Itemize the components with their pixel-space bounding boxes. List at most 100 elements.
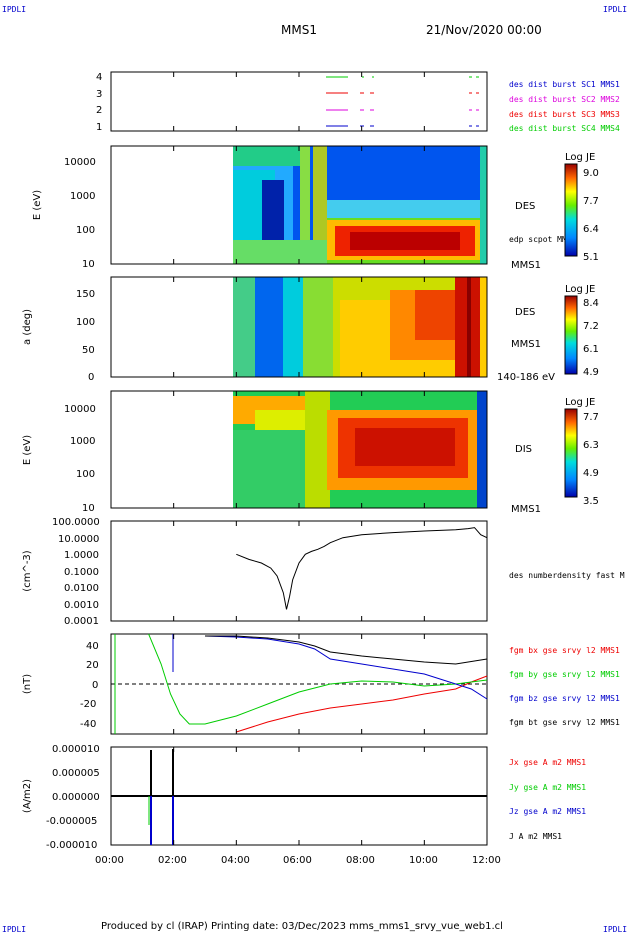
ylabel: (A/m2) [22,779,33,813]
cb-tick-d: 5.1 [583,252,599,263]
ytick-10: 10 [82,503,95,514]
colorbar-title: Log JE [565,152,595,163]
ytick-0: 0 [92,680,98,691]
colorbar [564,408,578,498]
cb-tick-c: 6.4 [583,224,599,235]
legend-density: des numberdensity fast M [509,571,625,580]
colorbar-title: Log JE [565,284,595,295]
xtick-0400: 04:00 [221,855,250,866]
legend-sc2: des dist burst SC2 MMS2 [509,95,620,104]
ytick-0: 0 [88,372,94,383]
ytick-a: 0.000010 [52,744,100,755]
ytick-e: -0.000010 [46,840,97,851]
cb-tick-d: 3.5 [583,496,599,507]
ytick-0.1: 0.1000 [64,567,99,578]
legend-sc1: des dist burst SC1 MMS1 [509,80,620,89]
legend-jx: Jx gse A m2 MMS1 [509,758,586,767]
ytick-m20: -20 [80,699,96,710]
ytick-50: 50 [82,345,95,356]
ytick-0.0001: 0.0001 [64,616,99,627]
cb-tick-c: 4.9 [583,468,599,479]
right-label-energy: 140-186 eV [497,372,555,383]
ylabel: a (deg) [22,309,33,345]
density-line [236,527,488,610]
footer-corner-right: IPDLI [603,925,627,934]
legend-bx: fgm bx gse srvy l2 MMS1 [509,646,620,655]
corner-label-left: IPDLI [2,5,26,14]
ytick-40: 40 [86,641,99,652]
ytick-1: 1 [96,122,102,133]
ylabel: (nT) [22,674,33,694]
date-title: 21/Nov/2020 00:00 [426,23,542,37]
ytick-c: 0.000000 [52,792,100,803]
cb-tick-b: 7.7 [583,196,599,207]
cb-tick-a: 9.0 [583,168,599,179]
footer-credit: Produced by cl (IRAP) Printing date: 03/… [101,921,503,932]
ytick-100: 100.0000 [52,517,100,528]
ytick-10000: 10000 [64,157,96,168]
des-pitch-spectrogram [233,277,487,377]
footer-corner-left: IPDLI [2,925,26,934]
panel-des-energy: E (eV) 10000 1000 100 10 DES edp scpot M… [32,145,599,271]
right-label-mms1: MMS1 [511,339,541,350]
ytick-100: 100 [76,225,95,236]
xtick-1000: 10:00 [409,855,438,866]
ytick-0.001: 0.0010 [64,600,99,611]
corner-label-right: IPDLI [603,5,627,14]
ytick-100: 100 [76,317,95,328]
cb-tick-a: 7.7 [583,412,599,423]
cb-tick-b: 6.3 [583,440,599,451]
panel-availability: 4 3 2 1 des dist burst SC1 MMS1 des dist… [96,71,620,133]
panel-density: (cm^-3) 100.0000 10.0000 1.0000 0.1000 0… [22,517,625,627]
right-label-mms1: MMS1 [511,504,541,515]
panel-fgm: (nT) 40 20 0 -20 -40 fgm bx gse srvy l2 … [22,633,620,735]
right-label-des: DES [515,201,535,212]
right-label-scpot: edp scpot MMS1 [509,235,577,244]
ytick-2: 2 [96,105,102,116]
fgm-bt-line [205,635,488,665]
right-label-dis: DIS [515,444,532,455]
ylabel: (cm^-3) [22,550,33,591]
panel-current: (A/m2) 0.000010 0.000005 0.000000 -0.000… [22,744,586,851]
ytick-150: 150 [76,289,95,300]
legend-bz: fgm bz gse srvy l2 MMS1 [509,694,620,703]
xtick-0000: 00:00 [95,855,124,866]
right-label-mms1: MMS1 [511,260,541,271]
legend-jz: Jz gse A m2 MMS1 [509,807,586,816]
colorbar [564,295,578,375]
legend-j: J A m2 MMS1 [509,832,562,841]
xtick-0600: 06:00 [283,855,312,866]
panel-dis-energy: E (eV) 10000 1000 100 10 DIS MMS1 Log JE… [22,390,599,515]
des-energy-spectrogram [233,146,487,264]
legend-by: fgm by gse srvy l2 MMS1 [509,670,620,679]
colorbar [564,163,578,257]
ytick-10: 10.0000 [58,534,99,545]
fgm-bz-line [204,635,488,700]
right-label-des: DES [515,307,535,318]
ytick-4: 4 [96,72,102,83]
ytick-10: 10 [82,259,95,270]
legend-bt: fgm bt gse srvy l2 MMS1 [509,718,620,727]
ytick-10000: 10000 [64,404,96,415]
dis-energy-spectrogram [233,391,487,508]
ytick-20: 20 [86,660,99,671]
ytick-1: 1.0000 [64,550,99,561]
cb-tick-a: 8.4 [583,298,599,309]
xtick-0200: 02:00 [158,855,187,866]
xtick-0800: 08:00 [346,855,375,866]
spacecraft-title: MMS1 [281,23,317,37]
ytick-m40: -40 [80,719,96,730]
ytick-d: -0.000005 [46,816,97,827]
ytick-3: 3 [96,89,102,100]
ylabel: E (eV) [32,190,43,220]
ytick-b: 0.000005 [52,768,100,779]
legend-sc3: des dist burst SC3 MMS3 [509,110,620,119]
fgm-by-line [148,633,488,725]
ytick-1000: 1000 [70,436,95,447]
colorbar-title: Log JE [565,397,595,408]
ytick-0.01: 0.0100 [64,583,99,594]
cb-tick-d: 4.9 [583,367,599,378]
fgm-bx-line [236,675,488,733]
cb-tick-c: 6.1 [583,344,599,355]
